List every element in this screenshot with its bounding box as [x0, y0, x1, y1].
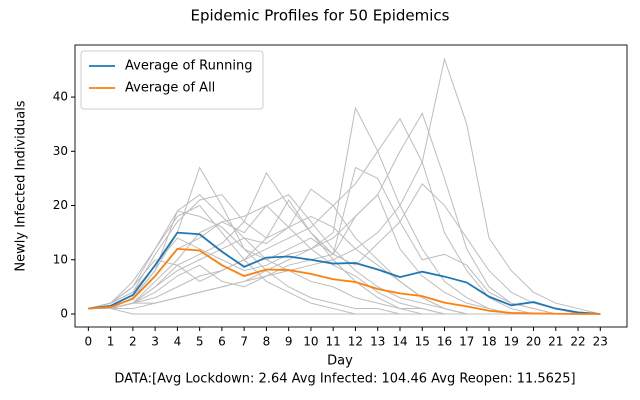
x-tick-label: 17 [459, 335, 474, 349]
x-tick-label: 16 [437, 335, 452, 349]
x-tick-label: 22 [570, 335, 585, 349]
x-tick-label: 11 [326, 335, 341, 349]
x-tick-label: 7 [240, 335, 248, 349]
footer: DATA:[Avg Lockdown: 2.64 Avg Infected: 1… [114, 372, 575, 387]
x-tick-label: 23 [593, 335, 608, 349]
x-tick-label: 20 [526, 335, 541, 349]
y-tick-label: 30 [53, 144, 68, 158]
y-tick-label: 40 [53, 90, 68, 104]
x-tick-label: 10 [303, 335, 318, 349]
legend-label: Average of All [125, 81, 215, 96]
y-tick-label: 0 [60, 306, 68, 320]
x-tick-label: 1 [107, 335, 115, 349]
series-line [88, 231, 601, 315]
x-tick-label: 5 [196, 335, 204, 349]
x-tick-label: 19 [504, 335, 519, 349]
legend-box [80, 50, 264, 110]
x-axis-label: Day [327, 354, 353, 369]
x-tick-label: 2 [129, 335, 137, 349]
x-tick-label: 6 [218, 335, 226, 349]
x-tick-label: 14 [392, 335, 407, 349]
epidemic-line [88, 117, 601, 315]
epidemic-line [88, 194, 601, 315]
chart-title: Epidemic Profiles for 50 Epidemics [191, 7, 450, 25]
x-tick-label: 18 [481, 335, 496, 349]
plot-frame [74, 44, 628, 328]
epidemic-line [88, 183, 601, 315]
series-line [88, 247, 601, 315]
y-tick-label: 20 [53, 198, 68, 212]
y-tick-label: 10 [53, 252, 68, 266]
x-tick-label: 0 [85, 335, 93, 349]
x-tick-label: 3 [151, 335, 159, 349]
y-axis-label: Newly Infected Individuals [14, 100, 29, 271]
x-tick-label: 15 [415, 335, 430, 349]
x-tick-label: 12 [348, 335, 363, 349]
x-tick-label: 8 [263, 335, 271, 349]
x-tick-label: 4 [174, 335, 182, 349]
x-tick-label: 9 [285, 335, 293, 349]
x-tick-label: 21 [548, 335, 563, 349]
epidemic-line [88, 57, 601, 315]
legend-label: Average of Running [125, 59, 252, 74]
x-tick-label: 13 [370, 335, 385, 349]
